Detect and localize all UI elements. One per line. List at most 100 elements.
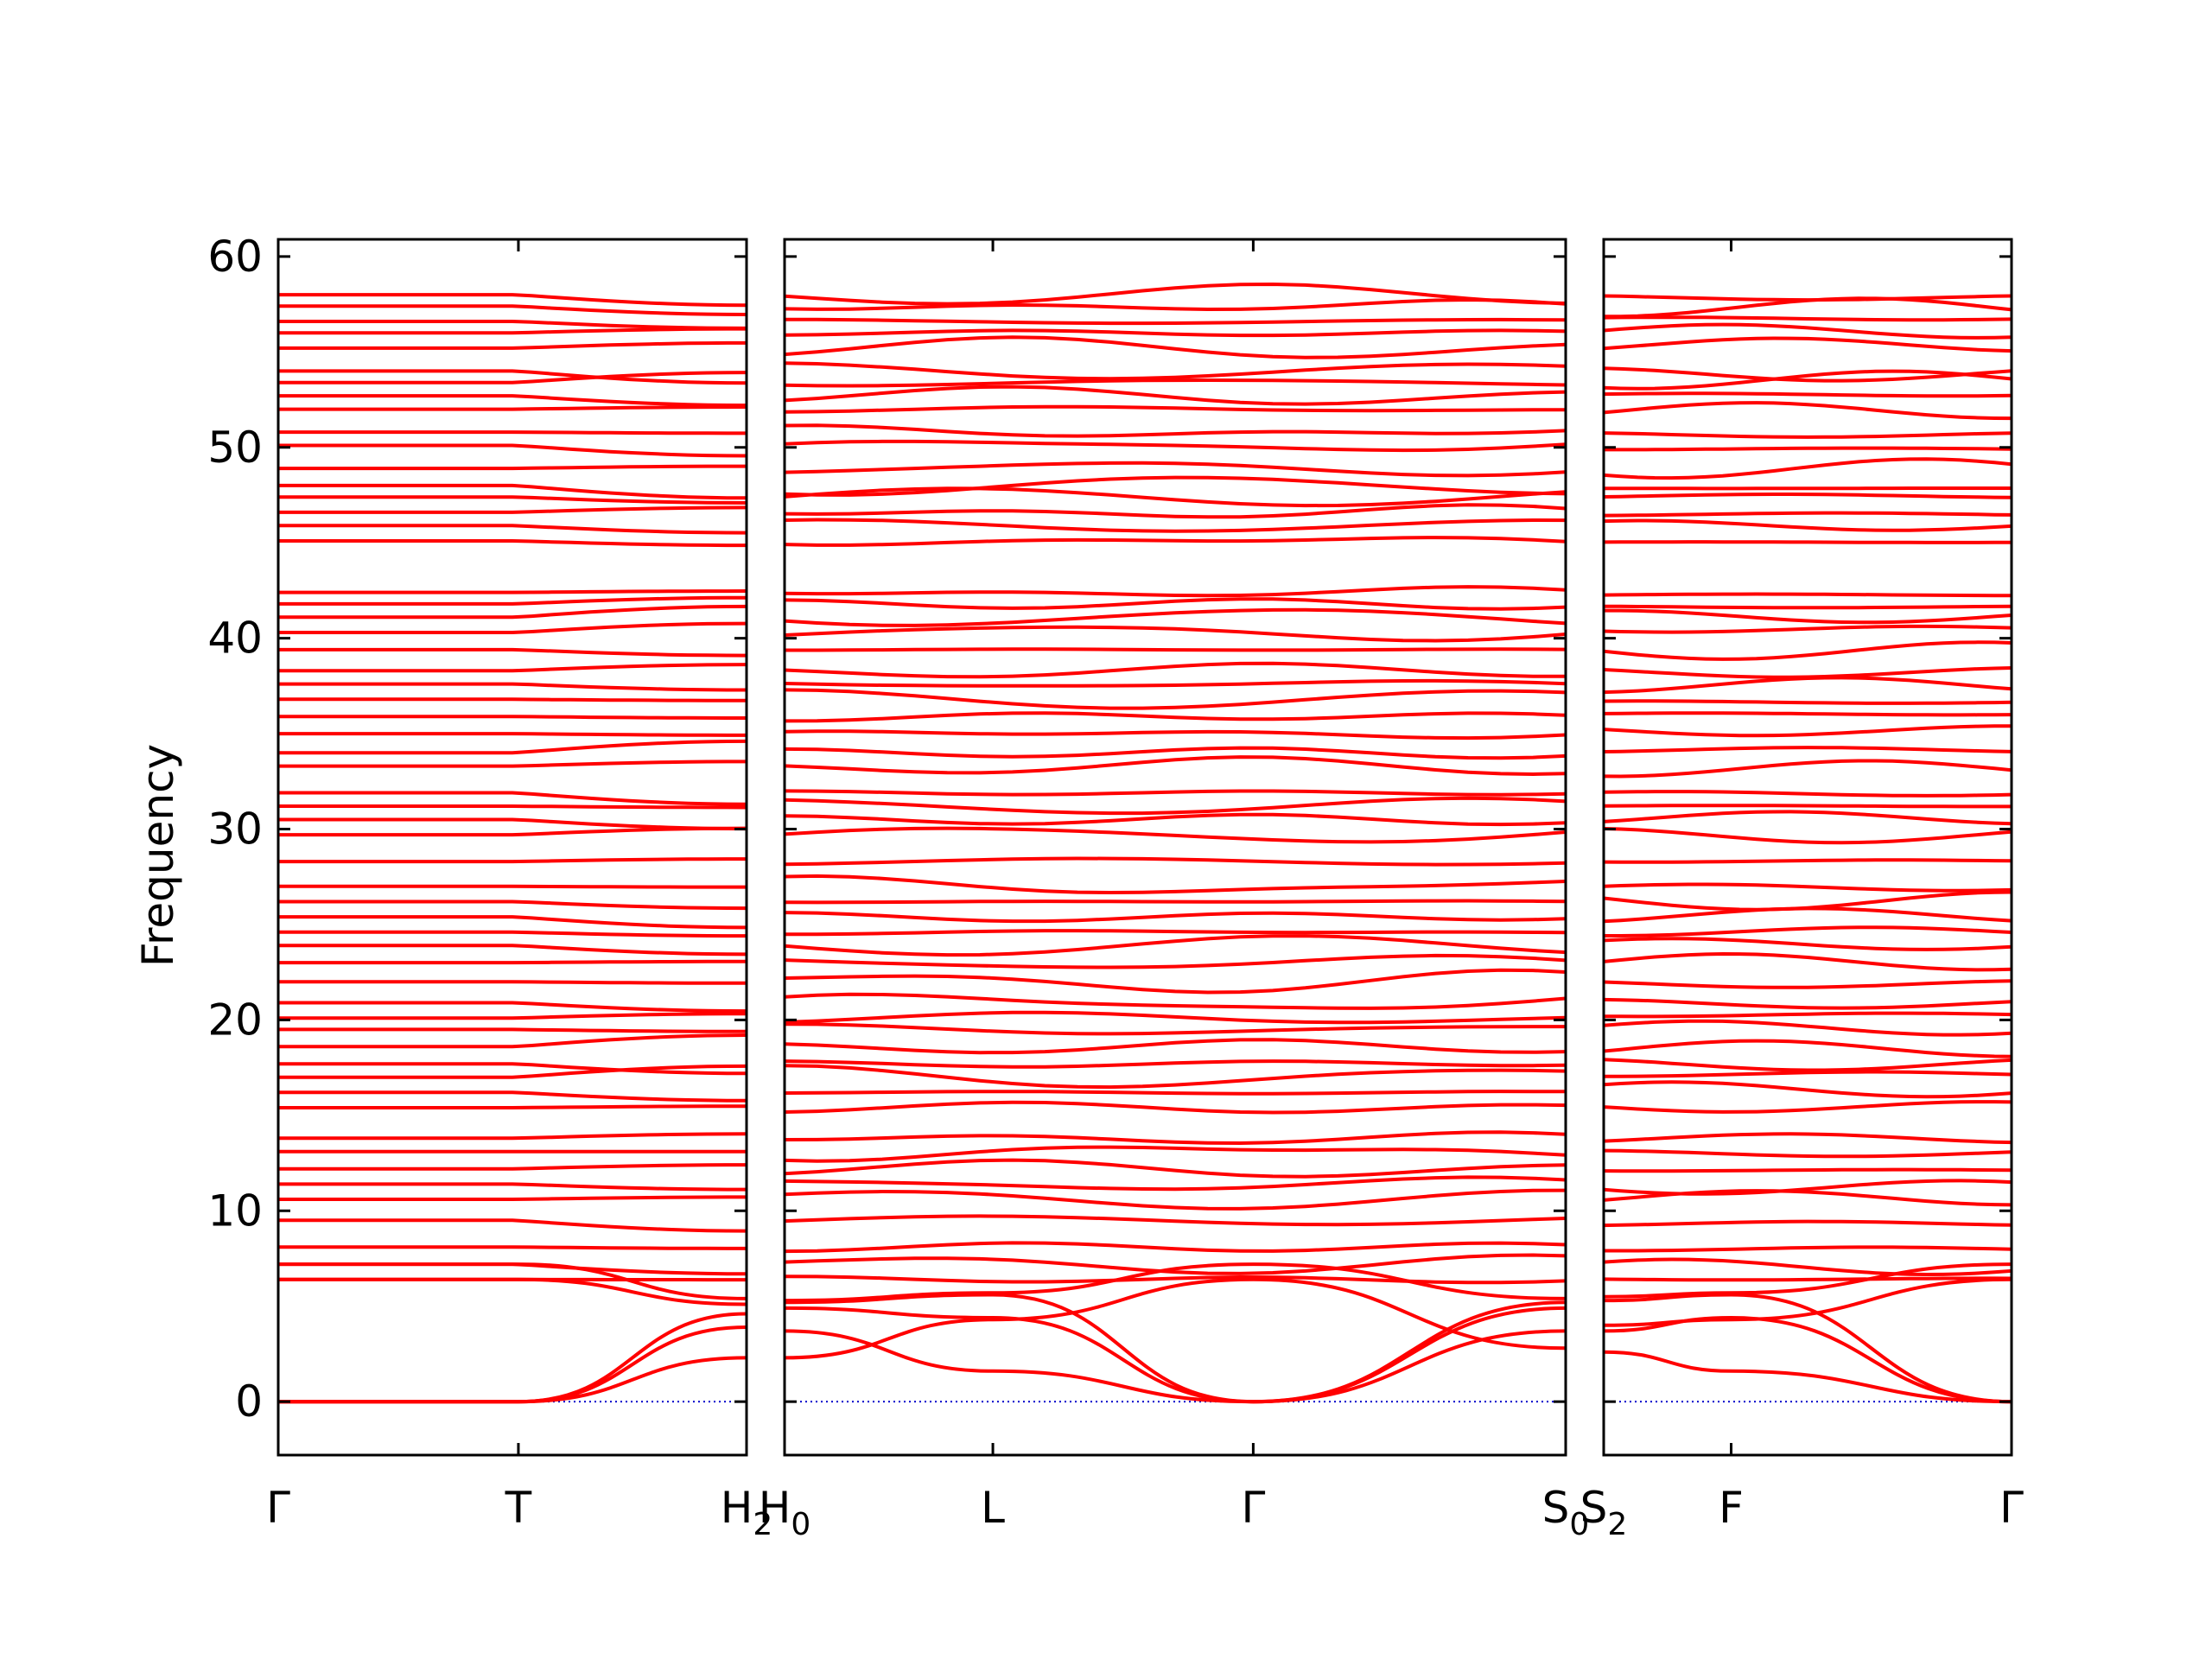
band-line xyxy=(1604,1039,2012,1058)
band-line xyxy=(278,959,747,965)
band-line xyxy=(785,1100,1566,1115)
band-line xyxy=(278,1104,747,1109)
band-line xyxy=(278,539,747,548)
x-tick-label-subscript: 2 xyxy=(1607,1507,1627,1542)
band-line xyxy=(785,404,1566,414)
acoustic-branch-2 xyxy=(785,1306,1566,1404)
band-line xyxy=(1604,906,2012,924)
band-line xyxy=(1604,882,2012,893)
y-tick-labels: 0 10 20 30 40 50 60 xyxy=(207,232,263,1427)
band-line xyxy=(1604,511,2012,518)
band-line xyxy=(1604,1148,2012,1159)
band-line xyxy=(278,327,747,335)
band-line xyxy=(278,647,747,658)
band-line xyxy=(1604,1257,2012,1277)
band-line xyxy=(278,1062,747,1076)
band-line xyxy=(278,1001,747,1014)
band-line xyxy=(1604,1167,2012,1173)
x-tick-label: Γ xyxy=(1999,1483,2024,1533)
band-line xyxy=(278,405,747,411)
band-line xyxy=(1604,858,2012,864)
band-line xyxy=(278,1132,747,1141)
band-line xyxy=(1604,676,2012,695)
acoustic-branch-1 xyxy=(1604,1350,2012,1404)
y-tick-label: 40 xyxy=(207,613,263,664)
band-line xyxy=(278,663,747,673)
band-line xyxy=(1604,401,2012,421)
band-line xyxy=(785,796,1566,816)
band-line xyxy=(278,682,747,692)
band-line xyxy=(785,518,1566,533)
bands-panel-1 xyxy=(278,293,747,1404)
band-line xyxy=(785,1010,1566,1025)
x-tick-label-subscript: 0 xyxy=(791,1507,810,1542)
band-line xyxy=(278,483,747,500)
y-tick-label: 50 xyxy=(207,423,263,473)
band-line xyxy=(1604,366,2012,383)
band-line xyxy=(1604,1219,2012,1228)
band-line xyxy=(278,857,747,864)
band-line xyxy=(278,371,747,385)
band-line xyxy=(785,328,1566,338)
band-line xyxy=(785,755,1566,777)
band-line xyxy=(1604,624,2012,634)
band-line xyxy=(1604,322,2012,340)
acoustic-branch-4 xyxy=(1604,1277,2012,1327)
band-line xyxy=(785,607,1566,627)
band-line xyxy=(278,1195,747,1201)
band-line xyxy=(278,1218,747,1233)
band-line xyxy=(1604,997,2012,1010)
band-line xyxy=(278,394,747,408)
band-line xyxy=(278,495,747,505)
band-line xyxy=(1604,1179,2012,1196)
panel-frame xyxy=(783,238,1567,1457)
acoustic-branch-5 xyxy=(1604,1262,2012,1299)
band-line xyxy=(278,915,747,930)
band-line xyxy=(1604,746,2012,753)
band-line xyxy=(278,595,747,606)
band-line xyxy=(785,934,1566,957)
band-line xyxy=(1604,699,2012,705)
band-line xyxy=(1604,810,2012,826)
y-tick-label: 20 xyxy=(207,995,263,1045)
band-line xyxy=(1604,1132,2012,1145)
y-tick-label: 10 xyxy=(207,1185,263,1236)
x-tick-label: F xyxy=(1719,1483,1744,1533)
band-line xyxy=(1604,518,2012,532)
band-line xyxy=(1604,315,2012,322)
band-line xyxy=(1604,724,2012,738)
band-line xyxy=(785,475,1566,497)
band-line xyxy=(785,911,1566,924)
band-line xyxy=(1604,369,2012,391)
band-line xyxy=(785,856,1566,867)
band-line xyxy=(785,968,1566,995)
band-line xyxy=(785,1175,1566,1192)
bands-panel-2 xyxy=(785,282,1566,1404)
band-line xyxy=(785,874,1566,895)
y-tick-label: 0 xyxy=(235,1376,263,1427)
band-line xyxy=(785,1274,1566,1285)
band-line xyxy=(785,423,1566,438)
band-line xyxy=(785,439,1566,453)
band-line xyxy=(785,746,1566,760)
acoustic-branch-3 xyxy=(785,1293,1566,1404)
band-line xyxy=(785,647,1566,652)
band-line xyxy=(278,1245,747,1250)
x-tick-label-subscript: 2 xyxy=(753,1507,772,1542)
band-line xyxy=(785,536,1566,547)
band-line xyxy=(1604,1011,2012,1019)
acoustic-branch-4 xyxy=(785,1277,1566,1360)
panel-2: H0 L Γ S0 xyxy=(759,238,1589,1542)
band-line xyxy=(1604,493,2012,499)
band-line xyxy=(278,604,747,620)
band-line xyxy=(785,597,1566,611)
x-tick-label-subscript: 0 xyxy=(1569,1507,1589,1542)
band-line xyxy=(1604,1058,2012,1072)
band-line xyxy=(278,524,747,535)
panel-1: Γ T H2 xyxy=(266,238,772,1542)
acoustic-branch-4 xyxy=(278,1277,747,1306)
band-line xyxy=(785,486,1566,508)
band-line xyxy=(278,944,747,957)
band-line xyxy=(278,1033,747,1049)
band-line xyxy=(785,625,1566,643)
